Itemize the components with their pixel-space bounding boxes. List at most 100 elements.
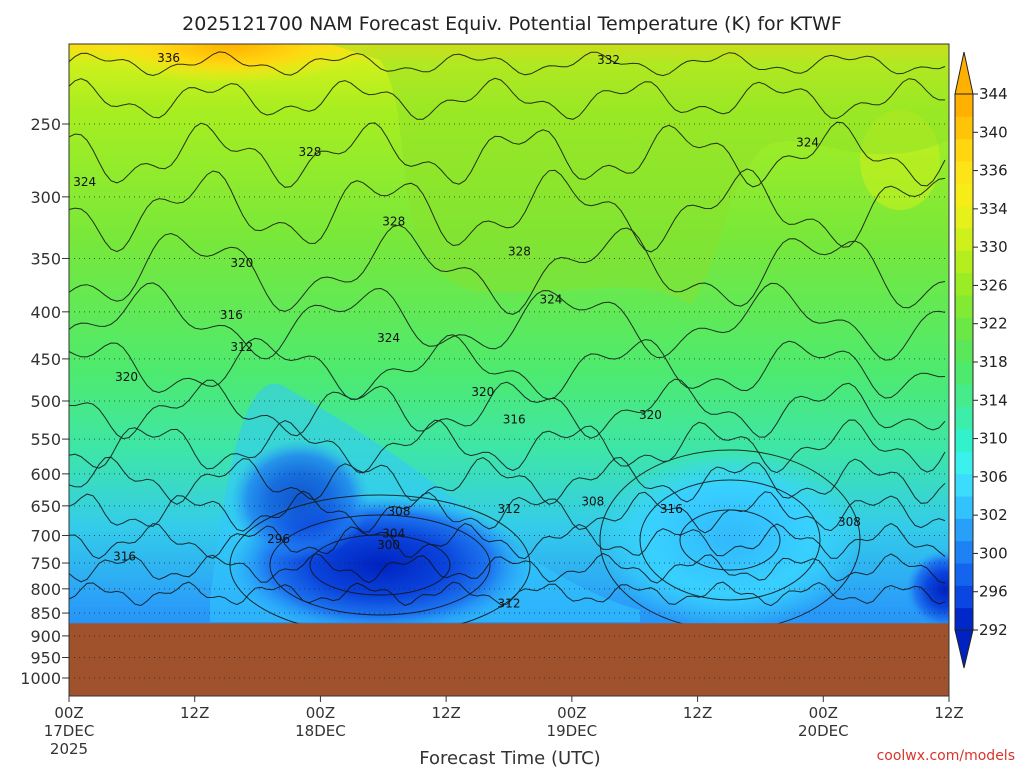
colorbar-label-292: 292	[979, 621, 1008, 639]
y-tick-label-700: 700	[30, 526, 61, 545]
colorbar-swatch-5	[955, 496, 973, 519]
colorbar-swatch-16	[955, 250, 973, 274]
x-tick-label-72-1: 20DEC	[798, 722, 849, 740]
colorbar-label-306: 306	[979, 468, 1008, 486]
contour-label-0: 336	[157, 51, 180, 65]
contour-line-13	[69, 581, 946, 607]
contour-label-2: 328	[298, 145, 321, 159]
mid-level-minimum	[600, 450, 860, 630]
contour-line-5	[69, 282, 946, 361]
contour-label-8: 324	[539, 293, 562, 307]
contour-labels: 336 332 328 324 324 328 328 320 324 316 324 312 320 3…	[73, 51, 861, 610]
colorbar-swatch-1	[955, 585, 973, 609]
y-tick-label-900: 900	[30, 627, 61, 646]
right-edge-cold-pocket	[905, 550, 949, 630]
contour-ring-2	[309, 534, 451, 596]
contour-lines	[69, 51, 946, 636]
y-tick-label-1000: 1000	[20, 669, 61, 688]
green-upper-tongue	[330, 44, 949, 305]
chart-title: 2025121700 NAM Forecast Equiv. Potential…	[182, 13, 842, 35]
contour-label-9: 316	[220, 308, 243, 322]
y-tick-label-550: 550	[30, 430, 61, 449]
contour-line-3	[69, 168, 946, 253]
colorbar-swatch-15	[955, 272, 973, 296]
colorbar-swatch-8	[955, 429, 973, 452]
theta-e-field	[69, 44, 949, 696]
contour-label-6: 328	[508, 245, 531, 259]
colorbar-swatch-12	[955, 339, 973, 363]
contour-label-22: 296	[267, 532, 290, 546]
contour-label-17: 312	[498, 502, 521, 516]
colorbar-swatch-10	[955, 384, 973, 408]
contour-line-2	[69, 121, 946, 188]
colorbar-label-322: 322	[979, 315, 1008, 333]
contour-label-19: 316	[660, 502, 683, 516]
contour-label-23: 300	[377, 538, 400, 552]
gridlines	[69, 123, 949, 679]
y-tick-label-450: 450	[30, 350, 61, 369]
colorbar-swatch-11	[955, 362, 973, 385]
y-tick-label-650: 650	[30, 497, 61, 516]
contour-label-20: 308	[838, 515, 861, 529]
contour-label-7: 320	[230, 256, 253, 270]
colorbar-swatch-7	[955, 451, 973, 475]
contour-label-3: 324	[73, 175, 96, 189]
y-tick-label-500: 500	[30, 392, 61, 411]
colorbar-swatch-17	[955, 228, 973, 251]
colorbar-swatch-20	[955, 161, 973, 184]
contour-label-18: 308	[581, 495, 604, 509]
x-tick-label-0-0: 00Z	[54, 704, 83, 722]
colorbar-swatch-19	[955, 183, 973, 207]
colorbar-label-314: 314	[979, 391, 1008, 409]
warm-upper-region	[90, 44, 370, 84]
colorbar-swatch-21	[955, 138, 973, 162]
y-tick-label-250: 250	[30, 115, 61, 134]
colorbar-swatch-22	[955, 116, 973, 140]
y-tick-label-800: 800	[30, 580, 61, 599]
contour-line-6	[69, 334, 946, 400]
colorbar-swatch-18	[955, 205, 973, 229]
colorbar-label-344: 344	[979, 85, 1008, 103]
cold-core-secondary	[230, 440, 370, 560]
contour-label-14: 316	[503, 413, 526, 427]
contour-line-10	[69, 490, 946, 534]
y-tick-label-300: 300	[30, 188, 61, 207]
ground-fill	[69, 623, 949, 696]
y-tick-label-350: 350	[30, 249, 61, 268]
x-tick-label-36-0: 12Z	[431, 704, 460, 722]
y-axis: 250 300 350 400 450 500 550 600 650 700 750 800 850 9…	[20, 115, 69, 688]
colorbar-label-330: 330	[979, 238, 1008, 256]
colorbar-label-334: 334	[979, 200, 1008, 218]
y-tick-label-600: 600	[30, 465, 61, 484]
x-tick-label-48-1: 19DEC	[547, 722, 598, 740]
x-tick-label-0-1: 17DEC	[44, 722, 95, 740]
x-tick-label-0-2: 2025	[50, 740, 88, 758]
colorbar-label-318: 318	[979, 353, 1008, 371]
colorbar-swatch-14	[955, 295, 973, 318]
contour-label-11: 312	[230, 340, 253, 354]
contour-line-7	[69, 378, 946, 440]
colorbar-label-340: 340	[979, 123, 1008, 141]
contour-label-1: 332	[597, 53, 620, 67]
contour-label-12: 320	[115, 370, 138, 384]
colorbar-swatch-2	[955, 563, 973, 586]
colorbar-label-300: 300	[979, 544, 1008, 562]
contour-line-4	[69, 224, 946, 315]
credit-link[interactable]: coolwx.com/models	[877, 748, 1015, 764]
colorbar-top-arrow	[954, 51, 974, 95]
contour-label-24: 316	[113, 550, 136, 564]
colorbar-label-310: 310	[979, 430, 1008, 448]
contour-label-10: 324	[377, 331, 400, 345]
contour-ring-5	[679, 509, 781, 571]
colorbar-swatch-23	[955, 94, 973, 117]
colorbar-label-336: 336	[979, 162, 1008, 180]
x-axis-label: Forecast Time (UTC)	[419, 748, 600, 768]
contour-label-5: 328	[382, 214, 405, 228]
contour-label-16: 308	[388, 504, 411, 518]
colorbar: 292 296 300 302 306 310 314 318 322 326 330 334 336 3…	[954, 51, 1008, 669]
y-tick-label-850: 850	[30, 604, 61, 623]
contour-line-1	[69, 77, 945, 120]
contour-line-0	[69, 51, 946, 77]
contour-ring-4	[639, 479, 821, 601]
